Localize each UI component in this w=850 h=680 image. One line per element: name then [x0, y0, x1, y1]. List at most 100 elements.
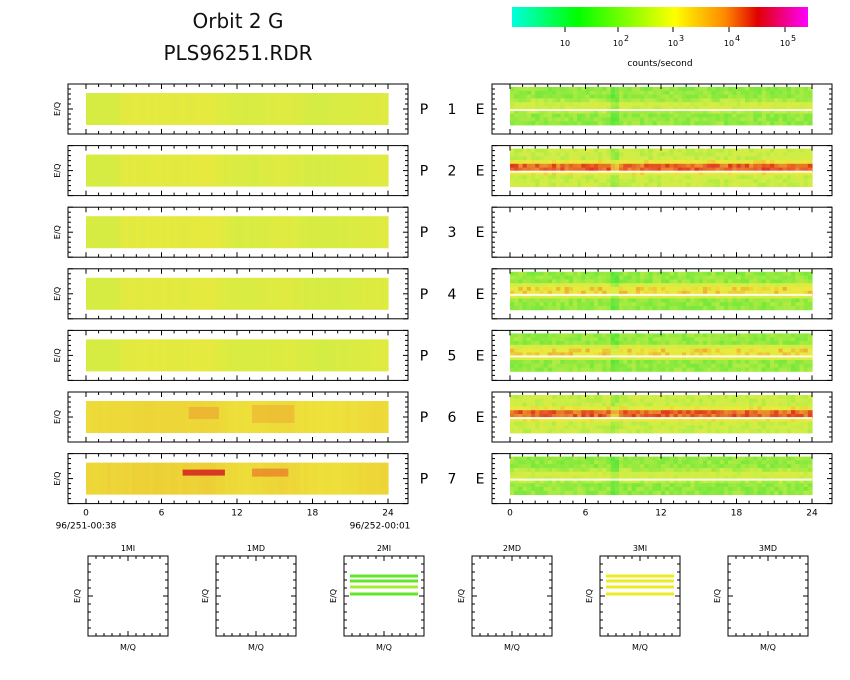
heat-cell: [581, 117, 587, 122]
heat-cell: [522, 109, 528, 114]
heat-cell: [736, 152, 742, 157]
heat-cell: [732, 163, 738, 168]
heat-cell: [102, 401, 108, 433]
heat-cell: [585, 344, 591, 349]
heat-cell: [543, 156, 549, 161]
heat-cell: [535, 333, 540, 338]
heat-cell: [744, 429, 750, 434]
heat-cell: [652, 287, 658, 292]
heat-cell: [530, 367, 536, 372]
heat-cell: [791, 106, 796, 111]
heat-cell: [556, 287, 561, 292]
heat-cell: [761, 171, 767, 176]
heat-cell: [728, 333, 733, 338]
heat-cell: [585, 94, 591, 99]
heat-cell: [308, 401, 314, 433]
heat-cell: [702, 294, 708, 299]
heat-cell: [715, 398, 721, 403]
heat-cell: [803, 429, 809, 434]
heat-cell: [757, 283, 763, 288]
heat-cell: [535, 421, 540, 426]
heat-cell: [681, 160, 687, 165]
heat-cell: [652, 298, 658, 303]
heat-cell: [656, 429, 662, 434]
heat-cell: [728, 356, 733, 361]
heat-cell: [560, 102, 566, 107]
heat-cell: [803, 275, 809, 280]
heat-cell: [757, 163, 763, 168]
heat-cell: [627, 179, 633, 184]
heat-cell: [778, 90, 784, 95]
heat-cell: [572, 363, 578, 368]
heat-cell: [568, 425, 574, 430]
heat-cell: [383, 277, 389, 310]
heat-cell: [308, 216, 314, 249]
heat-cell: [631, 417, 637, 422]
heat-cell: [539, 425, 545, 430]
heat-cell: [707, 414, 712, 419]
heat-cell: [547, 156, 553, 161]
heat-cell: [795, 175, 801, 180]
heat-cell: [526, 306, 532, 311]
heat-cell: [539, 117, 545, 122]
heat-cell: [169, 216, 175, 249]
heat-cell: [602, 348, 608, 353]
heat-cell: [522, 102, 528, 107]
heat-cell: [782, 287, 788, 292]
heat-cell: [572, 356, 578, 361]
heat-cell: [765, 109, 771, 114]
heat-cell: [593, 402, 599, 407]
heat-cell: [577, 367, 582, 372]
heat-cell: [749, 410, 754, 415]
heat-cell: [598, 425, 603, 430]
heat-cell: [593, 87, 599, 92]
heat-cell: [510, 160, 515, 165]
heat-cell: [698, 352, 704, 357]
heat-cell: [669, 121, 675, 126]
heat-cell: [656, 98, 662, 103]
heat-cell: [648, 279, 654, 284]
heat-cell: [245, 277, 251, 310]
heat-cell: [732, 414, 738, 419]
heat-cell: [614, 283, 620, 288]
heat-cell: [551, 337, 557, 342]
heat-cell: [564, 333, 570, 338]
heat-cell: [753, 395, 759, 400]
heat-cell: [799, 417, 805, 422]
heat-cell: [623, 352, 629, 357]
heat-cell: [551, 294, 557, 299]
heat-cell: [383, 401, 389, 433]
heat-cell: [770, 106, 775, 111]
heat-cell: [715, 333, 721, 338]
heat-cell: [782, 90, 788, 95]
heat-cell: [807, 410, 813, 415]
heat-cell: [358, 339, 364, 372]
heat-cell: [770, 102, 775, 107]
heat-cell: [568, 298, 574, 303]
heat-cell: [803, 417, 809, 422]
heat-cell: [778, 275, 784, 280]
heat-cell: [610, 121, 616, 126]
heat-cell: [598, 160, 603, 165]
heat-cell: [547, 117, 553, 122]
heat-cell: [749, 109, 754, 114]
heat-cell: [556, 109, 561, 114]
heat-cell: [728, 182, 733, 187]
heat-cell: [190, 339, 196, 372]
heat-cell: [744, 302, 750, 307]
heat-cell: [623, 414, 629, 419]
heat-cell: [686, 414, 691, 419]
heat-cell: [791, 271, 796, 276]
heat-cell: [577, 348, 582, 353]
heat-cell: [598, 102, 603, 107]
heat-cell: [707, 348, 712, 353]
heat-cell: [774, 94, 780, 99]
heat-cell: [740, 171, 746, 176]
heat-cell: [711, 406, 717, 411]
left-y-axis-label: E/Q: [53, 348, 62, 362]
heat-cell: [795, 398, 801, 403]
heat-cell: [551, 102, 557, 107]
heat-cell: [807, 302, 813, 307]
heat-cell: [707, 279, 712, 284]
heat-cell: [526, 341, 532, 346]
